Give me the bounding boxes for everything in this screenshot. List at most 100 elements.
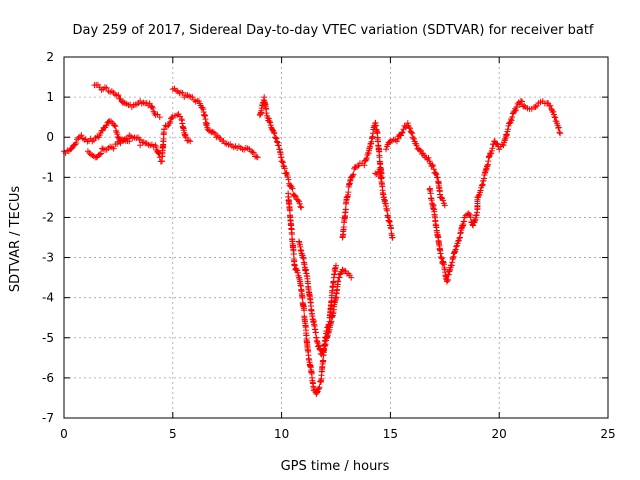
data-point xyxy=(279,158,286,165)
data-point xyxy=(441,202,448,209)
data-point xyxy=(383,146,390,153)
x-tick-label: 25 xyxy=(600,427,615,441)
grid xyxy=(64,57,608,418)
x-tick-label: 10 xyxy=(274,427,289,441)
data-point xyxy=(398,130,405,137)
y-tick-label: 1 xyxy=(46,90,54,104)
data-point xyxy=(117,95,124,102)
data-point xyxy=(273,135,280,142)
data-point xyxy=(73,139,80,146)
data-point xyxy=(513,104,520,111)
data-point xyxy=(250,149,257,156)
data-point xyxy=(335,278,342,285)
y-tick-label: -1 xyxy=(42,170,54,184)
data-point xyxy=(281,165,288,172)
data-point xyxy=(349,172,356,179)
data-point xyxy=(455,238,462,245)
data-point xyxy=(552,114,559,121)
data-point xyxy=(547,102,554,109)
chart-title: Day 259 of 2017, Sidereal Day-to-day VTE… xyxy=(72,23,593,38)
data-point xyxy=(291,192,298,199)
data-point xyxy=(289,185,296,192)
data-point xyxy=(81,136,88,143)
data-point xyxy=(386,139,393,146)
data-point xyxy=(153,144,160,151)
data-point xyxy=(297,203,304,210)
y-tick-label: -5 xyxy=(42,331,54,345)
data-point xyxy=(440,197,447,204)
y-tick-label: -4 xyxy=(42,291,54,305)
data-point xyxy=(267,119,274,126)
data-point xyxy=(156,114,163,121)
data-point xyxy=(179,89,186,96)
data-point xyxy=(314,389,321,396)
data-point xyxy=(354,163,361,170)
x-tick-label: 5 xyxy=(169,427,177,441)
data-point xyxy=(294,269,301,276)
data-point xyxy=(406,125,413,132)
data-point xyxy=(348,274,355,281)
data-point xyxy=(402,124,409,131)
data-point xyxy=(216,134,223,141)
data-point xyxy=(75,134,82,141)
data-point xyxy=(532,104,539,111)
data-point xyxy=(187,138,194,145)
data-point xyxy=(342,206,349,213)
data-point xyxy=(512,107,519,114)
data-point xyxy=(333,262,339,269)
data-point xyxy=(452,246,459,253)
x-tick-label: 15 xyxy=(383,427,398,441)
x-tick-label: 20 xyxy=(492,427,507,441)
data-point xyxy=(363,155,370,162)
data-point xyxy=(284,174,291,181)
data-point xyxy=(126,138,133,145)
data-point xyxy=(504,126,511,133)
data-point xyxy=(263,110,270,117)
data-point xyxy=(429,161,436,168)
data-point xyxy=(432,170,439,177)
data-point xyxy=(146,100,153,107)
data-point xyxy=(394,136,401,143)
data-point xyxy=(350,171,357,178)
x-axis-label: GPS time / hours xyxy=(281,459,390,474)
data-point xyxy=(266,118,273,125)
data-point xyxy=(166,120,173,127)
data-point xyxy=(79,135,86,142)
data-point xyxy=(174,112,181,119)
data-point xyxy=(427,190,434,197)
data-point xyxy=(149,104,156,111)
y-tick-label: -3 xyxy=(42,251,54,265)
data-point xyxy=(416,146,423,153)
data-point xyxy=(293,266,300,273)
data-point xyxy=(177,113,184,120)
data-point xyxy=(185,137,192,144)
y-tick-label: 2 xyxy=(46,50,54,64)
data-point xyxy=(103,84,110,91)
data-point xyxy=(68,145,75,152)
data-point xyxy=(496,146,503,153)
data-point xyxy=(270,129,277,136)
data-point xyxy=(316,384,323,391)
data-point xyxy=(112,123,119,130)
data-point xyxy=(140,139,147,146)
data-point xyxy=(318,351,325,358)
data-point xyxy=(434,174,441,181)
data-point xyxy=(320,348,327,355)
data-point xyxy=(167,118,174,125)
data-point xyxy=(103,122,110,129)
data-point xyxy=(362,157,369,164)
data-point xyxy=(265,115,272,122)
data-point xyxy=(388,225,395,232)
data-point xyxy=(550,108,557,115)
data-point xyxy=(292,193,299,200)
data-point xyxy=(409,130,416,137)
data-point xyxy=(78,132,85,139)
data-point xyxy=(389,234,396,241)
axis-ticks: 0 5 10 15 20 25 -7 -6 -5 -4 -3 -2 -1 0 1 2 xyxy=(42,50,616,441)
y-tick-label: -7 xyxy=(42,411,54,425)
data-point xyxy=(271,130,278,137)
data-point xyxy=(444,276,451,283)
data-point xyxy=(296,200,303,207)
data-point xyxy=(254,154,261,161)
